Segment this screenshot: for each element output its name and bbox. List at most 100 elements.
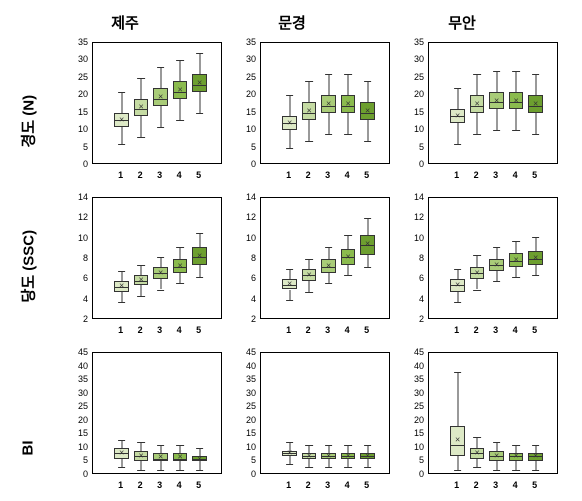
whisker-cap (325, 467, 333, 468)
column-header: 문경 (262, 12, 322, 33)
mean-mark-icon: × (119, 115, 124, 124)
x-tick-label: 5 (196, 325, 201, 335)
whisker-cap (157, 127, 165, 128)
whisker-cap (118, 144, 126, 145)
whisker-cap (493, 130, 501, 131)
whisker-cap (157, 257, 165, 258)
y-tick-label: 45 (246, 347, 256, 357)
y-tick-label: 15 (78, 107, 88, 117)
whisker-upper (160, 257, 161, 267)
whisker-lower (535, 461, 536, 469)
whisker-upper (496, 247, 497, 259)
box: × (134, 198, 148, 320)
y-tick-label: 12 (246, 212, 256, 222)
whisker-cap (512, 445, 520, 446)
x-tick-label: 1 (118, 325, 123, 335)
x-tick-label: 3 (157, 170, 162, 180)
whisker-cap (137, 78, 145, 79)
whisker-cap (118, 271, 126, 272)
mean-mark-icon: × (158, 269, 163, 278)
y-tick-label: 15 (78, 428, 88, 438)
y-tick-label: 14 (414, 192, 424, 202)
whisker-cap (137, 470, 145, 471)
whisker-cap (176, 120, 184, 121)
x-tick-label: 4 (177, 170, 182, 180)
whisker-cap (286, 95, 294, 96)
whisker-upper (348, 235, 349, 249)
x-tick-label: 5 (196, 480, 201, 490)
mean-mark-icon: × (533, 100, 538, 109)
y-tick-label: 15 (414, 428, 424, 438)
whisker-lower (457, 456, 458, 470)
y-tick-label: 0 (83, 469, 88, 479)
boxplot-panel: 05101520253035×××××12345 (64, 40, 226, 180)
whisker-upper (289, 269, 290, 279)
whisker-upper (180, 247, 181, 259)
whisker-cap (137, 442, 145, 443)
whisker-upper (121, 440, 122, 448)
whisker-upper (141, 78, 142, 99)
x-tick-label: 3 (157, 480, 162, 490)
mean-mark-icon: × (287, 119, 292, 128)
y-tick-label: 25 (414, 72, 424, 82)
y-tick-label: 40 (78, 361, 88, 371)
x-tick-label: 2 (474, 170, 479, 180)
box: × (173, 353, 187, 475)
whisker-cap (473, 255, 481, 256)
whisker-lower (160, 461, 161, 469)
y-tick-label: 10 (78, 233, 88, 243)
whisker-lower (121, 292, 122, 302)
whisker-cap (473, 437, 481, 438)
y-tick-label: 10 (246, 442, 256, 452)
box: × (302, 198, 316, 320)
whisker-cap (286, 442, 294, 443)
whisker-lower (457, 123, 458, 144)
whisker-lower (516, 109, 517, 130)
y-tick-label: 30 (78, 54, 88, 64)
column-header: 무안 (432, 12, 492, 33)
y-tick-label: 35 (78, 37, 88, 47)
y-tick-label: 15 (246, 428, 256, 438)
box: × (489, 198, 503, 320)
whisker-cap (305, 467, 313, 468)
whisker-cap (305, 445, 313, 446)
mean-mark-icon: × (177, 86, 182, 95)
whisker-lower (180, 461, 181, 469)
plot-area: ××××× (92, 197, 222, 319)
x-tick-label: 3 (493, 325, 498, 335)
box: × (341, 353, 355, 475)
mean-mark-icon: × (326, 262, 331, 271)
whisker-cap (344, 467, 352, 468)
whisker-cap (325, 74, 333, 75)
y-tick-label: 35 (246, 37, 256, 47)
whisker-cap (454, 302, 462, 303)
whisker-cap (532, 237, 540, 238)
whisker-upper (309, 81, 310, 102)
box: × (360, 198, 374, 320)
y-tick-label: 30 (246, 54, 256, 64)
box: × (341, 198, 355, 320)
y-tick-label: 35 (414, 37, 424, 47)
y-tick-label: 0 (419, 469, 424, 479)
y-tick-label: 0 (419, 159, 424, 169)
box: × (450, 43, 464, 165)
whisker-lower (199, 92, 200, 113)
whisker-cap (137, 296, 145, 297)
boxplot-panel: 05101520253035×××××12345 (232, 40, 394, 180)
y-tick-label: 10 (414, 124, 424, 134)
box: × (134, 43, 148, 165)
whisker-lower (180, 99, 181, 120)
box: × (153, 43, 167, 165)
box: × (173, 43, 187, 165)
box: × (489, 353, 503, 475)
whisker-lower (516, 267, 517, 277)
box: × (192, 353, 206, 475)
box: × (528, 353, 542, 475)
whisker-lower (289, 130, 290, 147)
x-tick-label: 3 (493, 170, 498, 180)
plot-area: ××××× (260, 352, 390, 474)
mean-mark-icon: × (365, 452, 370, 461)
y-tick-label: 20 (246, 89, 256, 99)
x-tick-label: 2 (138, 325, 143, 335)
whisker-cap (176, 445, 184, 446)
